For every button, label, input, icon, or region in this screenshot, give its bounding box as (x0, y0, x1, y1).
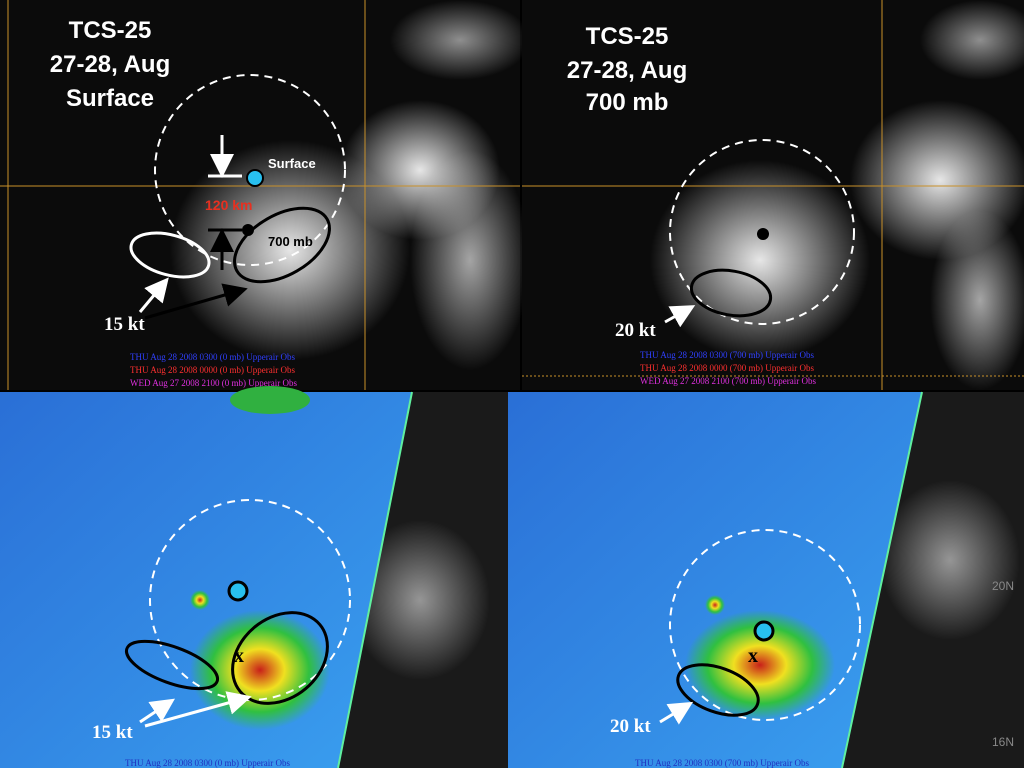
legend: THU Aug 28 2008 0300 (700 mb) Upperair O… (635, 758, 809, 768)
legend: THU Aug 28 2008 0000 (0 mb) Upperair Obs (130, 365, 295, 375)
distance: 120 km (205, 197, 252, 213)
legend: WED Aug 27 2008 2100 (700 mb) Upperair O… (640, 376, 816, 386)
title: 27-28, Aug (50, 51, 170, 78)
wind-label: 15 kt (104, 314, 145, 335)
title: 27-28, Aug (567, 57, 687, 84)
legend: WED Aug 27 2008 2100 (0 mb) Upperair Obs (130, 378, 297, 388)
title: 700 mb (586, 89, 669, 116)
panel-surface-ir: TCS-25 27-28, Aug Surface Surface 120 km… (0, 0, 530, 390)
center-marker: x (234, 645, 244, 667)
panel-surface-rain: x 15 kt THU Aug 28 2008 0300 (0 mb) Uppe… (0, 386, 508, 768)
legend: THU Aug 28 2008 0000 (700 mb) Upperair O… (640, 363, 814, 373)
wind-label: 15 kt (92, 722, 133, 743)
wind-label: 20 kt (610, 716, 651, 737)
title: Surface (66, 85, 154, 112)
legend: THU Aug 28 2008 0300 (0 mb) Upperair Obs (130, 352, 295, 362)
legend: THU Aug 28 2008 0300 (0 mb) Upperair Obs (125, 758, 290, 768)
title: TCS-25 (586, 23, 669, 50)
panel-700mb-rain: x 20N 16N 20 kt THU Aug 28 2008 0300 (70… (508, 391, 1024, 768)
lat-label: 16N (992, 735, 1014, 749)
center-label: Surface (268, 156, 316, 171)
panel-700mb-ir: TCS-25 27-28, Aug 700 mb 20 kt THU Aug 2… (522, 0, 1024, 390)
wind-label: 20 kt (615, 320, 656, 341)
legend: THU Aug 28 2008 0300 (700 mb) Upperair O… (640, 350, 814, 360)
title: TCS-25 (69, 17, 152, 44)
lat-label: 20N (992, 579, 1014, 593)
level-label: 700 mb (268, 234, 313, 249)
center-marker: x (748, 645, 758, 667)
